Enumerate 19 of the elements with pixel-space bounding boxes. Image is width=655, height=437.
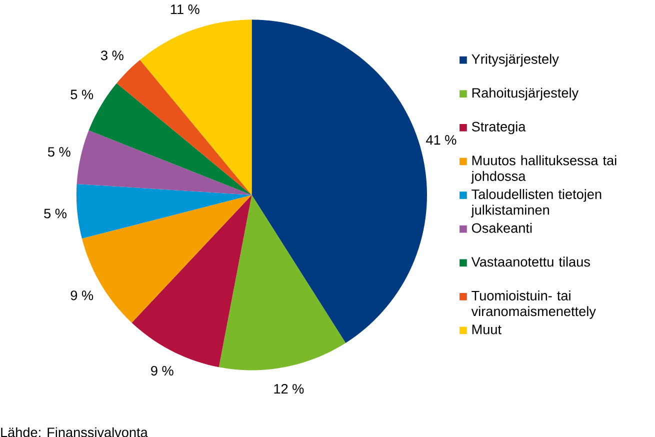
legend-label: Rahoitusjärjestely (472, 88, 579, 100)
data-label: 9 % (70, 290, 94, 300)
data-label: 5 % (48, 147, 70, 157)
legend-label: Yritysjärjestely (472, 54, 559, 66)
text: Lähde: Finanssivalvonta (1, 427, 148, 437)
legend-label: Muutos hallituksessa tai johdossa (470, 155, 616, 184)
data-label: 9 % (151, 366, 174, 376)
data-label: 5 % (70, 90, 94, 100)
legend-label: Muut (472, 324, 502, 334)
data-label: 3 % (100, 50, 124, 60)
legend-label: Strategia (472, 121, 526, 134)
data-label: 12 % (274, 384, 304, 394)
legend-label: Osakeanti (472, 222, 532, 233)
data-label: 11 % (170, 4, 200, 14)
data-label: 5 % (44, 208, 66, 218)
legend-label: Vastaanotettu tilaus (471, 256, 590, 267)
legend-label: Taloudellisten tietojen julkistaminen (470, 188, 602, 218)
data-label: 41 % (426, 135, 456, 145)
legend-label: Tuomioistuin- tai viranomaismenettely (471, 290, 596, 319)
